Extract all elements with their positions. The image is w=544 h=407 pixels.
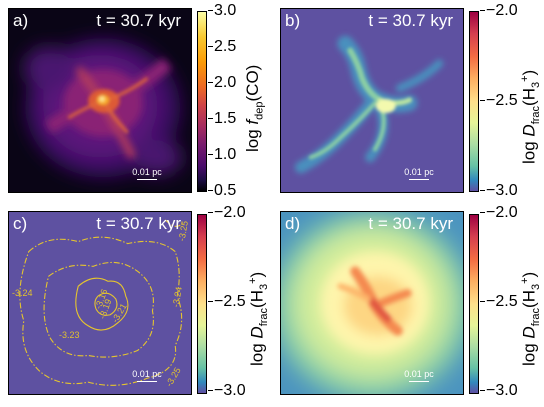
tick-label: −3.0 xyxy=(480,182,518,199)
tick-label: −2.0 xyxy=(208,204,246,221)
dfrac-contour-map xyxy=(9,212,191,394)
scale-bar-label: 0.01 pc xyxy=(404,167,434,177)
colorbar-b xyxy=(469,11,479,192)
scale-bar-label: 0.01 pc xyxy=(132,369,162,379)
colorbar-a-label: log fdep(CO) xyxy=(243,64,266,152)
contour-label: -3.24 xyxy=(12,288,33,298)
colorbar-d-label: log Dfrac(H3+) xyxy=(519,271,543,366)
panel-d: d) t = 30.7 kyr 0.01 pc xyxy=(280,211,464,395)
time-label: t = 30.7 kyr xyxy=(368,214,453,233)
tick-label: −3.0 xyxy=(208,382,246,399)
panel-label: d) xyxy=(285,214,301,233)
tick-label: 2.0 xyxy=(207,74,237,91)
tick-label: 1.5 xyxy=(207,110,237,127)
scale-bar-label: 0.01 pc xyxy=(404,369,434,379)
tick-label: −2.5 xyxy=(480,293,518,310)
scale-bar: 0.01 pc xyxy=(404,369,434,382)
contour-label: -3.23 xyxy=(59,330,80,340)
time-label: t = 30.7 kyr xyxy=(368,11,453,30)
colorbar-a xyxy=(197,11,207,192)
panel-label: c) xyxy=(13,214,28,233)
scale-bar: 0.01 pc xyxy=(132,167,162,180)
panel-label: a) xyxy=(13,11,29,30)
scale-bar: 0.01 pc xyxy=(132,369,162,382)
tick-label: 1.0 xyxy=(207,146,237,163)
tick-label: −2.5 xyxy=(208,293,246,310)
tick-label: 2.5 xyxy=(207,38,237,55)
tick-label: −3.0 xyxy=(480,382,518,399)
panel-a: a) t = 30.7 kyr 0.01 pc xyxy=(8,8,192,193)
tick-label: −2.0 xyxy=(480,2,518,19)
panel-label: b) xyxy=(285,11,301,30)
scale-bar-label: 0.01 pc xyxy=(132,167,162,177)
co-depletion-map xyxy=(9,9,191,192)
panel-b: b) t = 30.7 kyr 0.01 pc xyxy=(280,8,464,193)
colorbar-c xyxy=(197,214,207,394)
colorbar-d xyxy=(469,214,479,394)
scale-bar: 0.01 pc xyxy=(404,167,434,180)
dfrac-map-d xyxy=(281,212,463,394)
tick-label: 3.0 xyxy=(207,2,237,19)
tick-label: 0.5 xyxy=(207,182,237,199)
time-label: t = 30.7 kyr xyxy=(96,11,181,30)
tick-label: −2.5 xyxy=(480,92,518,109)
panel-c: -3.25 -3.24 -3.24 -3.23 -3.21 -3.19 -3.1… xyxy=(8,211,192,395)
colorbar-c-label: log Dfrac(H3+) xyxy=(247,271,271,366)
tick-label: −2.0 xyxy=(480,204,518,221)
colorbar-b-label: log Dfrac(H3+) xyxy=(519,69,543,164)
dfrac-map-b xyxy=(281,9,463,192)
time-label: t = 30.7 kyr xyxy=(96,214,181,233)
